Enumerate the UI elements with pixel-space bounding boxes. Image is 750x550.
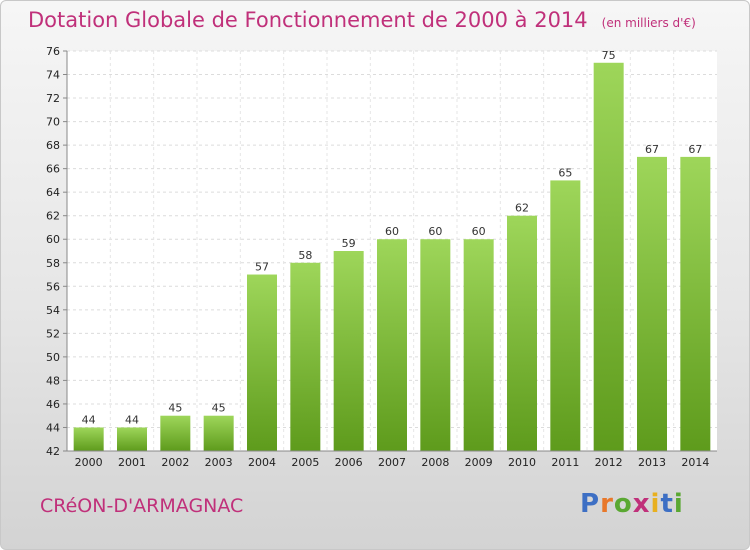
data-label: 75 [602,49,616,62]
bar [463,239,494,451]
data-label: 59 [342,237,356,250]
data-labels: 44 44 45 45 57 58 59 60 60 60 62 65 75 67 67 [82,49,703,427]
x-tick-label: 2005 [291,456,319,469]
bar [377,239,407,451]
y-tick-label: 66 [46,163,60,176]
y-tick-label: 60 [46,233,60,246]
bar [117,427,147,451]
y-tick-label: 46 [46,398,60,411]
y-tick-label: 42 [46,445,60,458]
logo-letter: i [650,489,661,519]
bars [73,62,711,452]
axes: 42 44 46 48 50 52 54 56 58 60 62 64 66 68 70 72 74 76 2000… [46,45,717,469]
bar [333,251,364,451]
x-tick-label: 2011 [551,456,579,469]
logo-letter: o [613,489,633,519]
y-tick-label: 54 [46,304,60,317]
bar [680,156,711,451]
data-label: 67 [688,143,702,156]
bar [637,156,667,451]
proxiti-logo: Proxiti [580,489,684,519]
data-label: 45 [212,402,226,415]
y-tick-label: 44 [46,421,60,434]
chart-title-block: Dotation Globale de Fonctionnement de 20… [28,8,696,32]
bar [160,415,191,451]
bar [203,415,234,451]
x-tick-label: 2014 [681,456,709,469]
y-tick-label: 48 [46,374,60,387]
logo-letter: t [660,489,674,519]
bar [420,239,451,451]
x-tick-label: 2000 [75,456,103,469]
logo-letter: i [673,489,684,519]
y-tick-label: 64 [46,186,60,199]
x-tick-label: 2009 [465,456,493,469]
data-label: 44 [125,413,139,426]
logo-letter: x [632,489,651,519]
bar [247,274,277,451]
bar [593,62,624,451]
data-label: 44 [82,413,96,426]
bar [73,427,104,451]
y-tick-label: 72 [46,92,60,105]
y-tick-label: 58 [46,257,60,270]
logo-letter: r [600,489,614,519]
bar [550,180,581,452]
x-tick-label: 2003 [205,456,233,469]
y-tick-label: 62 [46,210,60,223]
x-tick-label: 2006 [335,456,363,469]
unit-label: (en milliers d'€) [601,16,696,30]
x-tick-label: 2012 [595,456,623,469]
data-label: 58 [298,249,312,262]
y-tick-label: 52 [46,327,60,340]
data-label: 65 [558,166,572,179]
data-label: 57 [255,261,269,274]
x-tick-label: 2007 [378,456,406,469]
x-tick-label: 2010 [508,456,536,469]
bar [507,215,537,451]
commune-name: CRéON-D'ARMAGNAC [40,495,244,517]
data-label: 60 [385,225,399,238]
y-tick-label: 74 [46,69,60,82]
x-tick-label: 2001 [118,456,146,469]
y-tick-label: 50 [46,351,60,364]
data-label: 45 [168,402,182,415]
chart-title: Dotation Globale de Fonctionnement de 20… [28,8,588,32]
y-tick-label: 70 [46,116,60,129]
y-tick-label: 76 [46,45,60,58]
x-tick-label: 2004 [248,456,276,469]
y-tick-label: 56 [46,280,60,293]
data-label: 67 [645,143,659,156]
y-tick-label: 68 [46,139,60,152]
data-label: 60 [472,225,486,238]
bar [290,262,321,451]
x-tick-label: 2008 [421,456,449,469]
x-tick-label: 2013 [638,456,666,469]
data-label: 60 [428,225,442,238]
logo-letter: P [580,489,601,519]
x-tick-label: 2002 [161,456,189,469]
data-label: 62 [515,202,529,215]
